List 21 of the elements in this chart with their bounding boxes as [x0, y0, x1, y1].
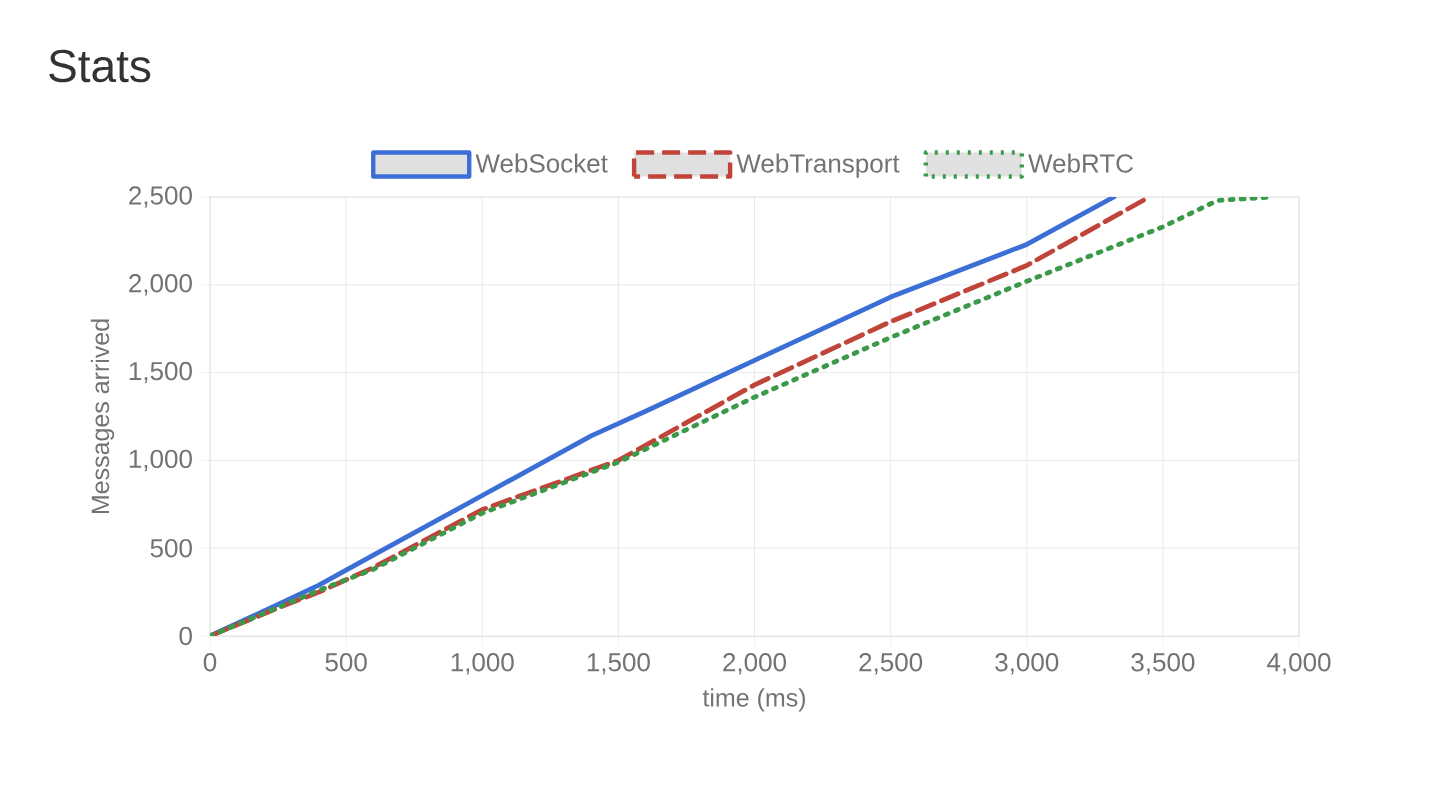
x-tick-label: 1,500 [587, 653, 650, 675]
y-tick-label: 2,500 [129, 186, 192, 208]
y-tick-label: 1,500 [129, 361, 192, 384]
x-tick-label: 500 [325, 653, 367, 672]
x-tick-label: 2,000 [723, 653, 787, 675]
x-tick-label: 3,000 [995, 653, 1059, 675]
legend-label: WebSocket [475, 153, 608, 173]
legend-label: WebTransport [736, 153, 900, 178]
x-tick-label: 2,500 [859, 653, 923, 675]
x-tick-label: 3,500 [1131, 653, 1195, 675]
chart-title: Stats [49, 49, 151, 83]
x-axis-title: time (ms) [702, 688, 805, 712]
x-tick-label: 0 [203, 653, 217, 672]
x-tick-label: 4,000 [1267, 653, 1331, 675]
y-tick-label: 0 [179, 626, 192, 646]
y-tick-label: 1,000 [129, 449, 192, 472]
legend-label: WebRTC [1028, 153, 1133, 173]
y-axis-title: Messages arrived [90, 319, 115, 514]
y-tick-label: 500 [150, 538, 192, 558]
x-tick-label: 1,000 [451, 653, 514, 675]
y-tick-label: 2,000 [129, 274, 192, 296]
